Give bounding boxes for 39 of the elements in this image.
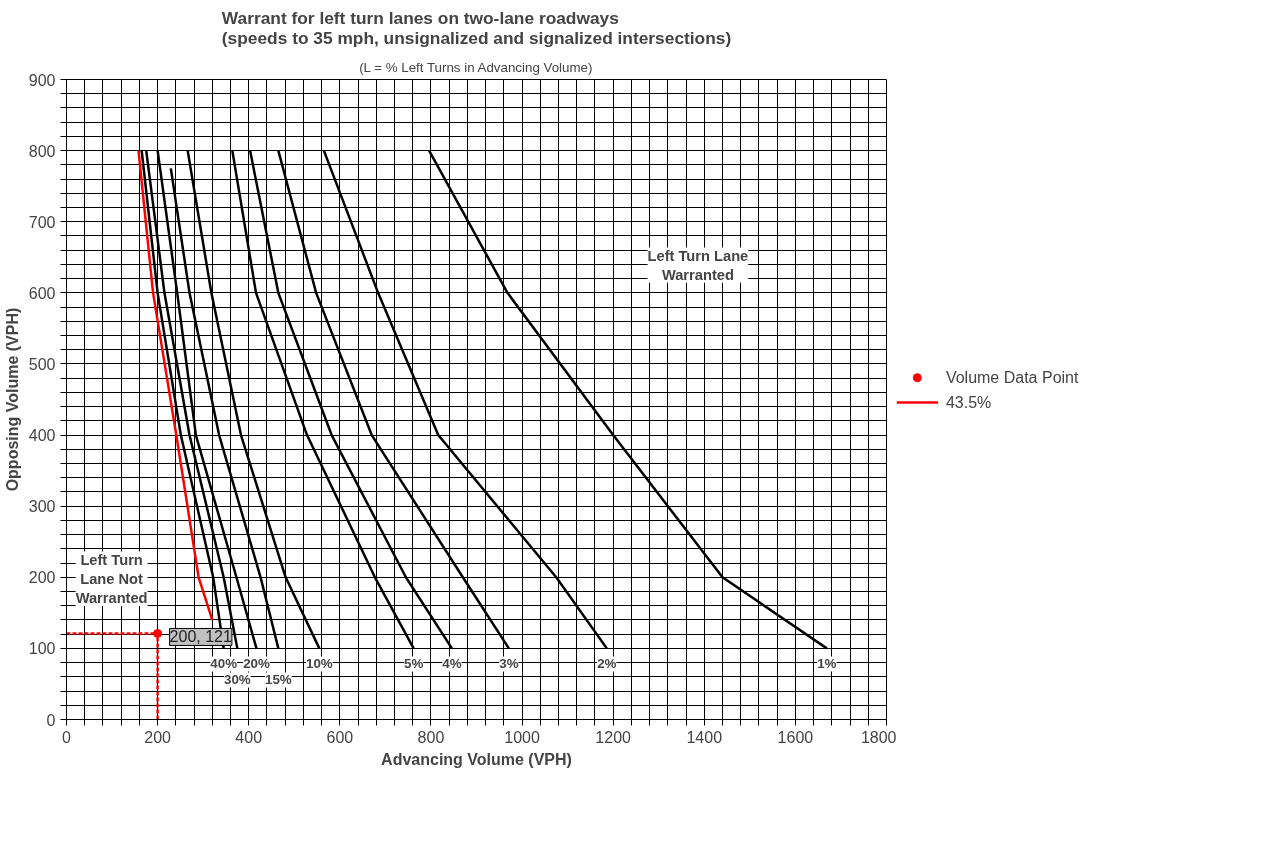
x-tick-label: 1200	[595, 728, 632, 746]
series-label: 1%	[817, 656, 837, 672]
series-label: 20%	[243, 656, 270, 672]
annotation: Left Turn Lane Not Warranted	[75, 551, 148, 606]
y-tick-label: 0	[46, 711, 56, 729]
x-tick-label: 800	[417, 728, 445, 746]
series-label: 2%	[597, 656, 617, 672]
legend-label: Volume Data Point	[945, 369, 1079, 387]
legend-label: 43.5%	[945, 394, 992, 412]
chart-subtitle: (L = % Left Turns in Advancing Volume)	[359, 59, 593, 75]
x-axis-title: Advancing Volume (VPH)	[381, 750, 572, 768]
y-tick-label: 700	[28, 213, 56, 231]
y-tick-label: 600	[28, 284, 56, 302]
y-tick-label: 400	[28, 427, 56, 445]
text: 30%	[224, 672, 251, 688]
x-tick-label: 600	[326, 728, 354, 746]
y-tick-label: 800	[28, 142, 56, 160]
chart-title: Warrant for left turn lanes on two-lane roadways (speeds to 35 mph, unsignalized and signalized intersections)	[221, 7, 732, 48]
annotation: Left Turn Lane Warranted	[647, 247, 749, 283]
series-label: 3%	[499, 656, 519, 672]
x-tick-label: 0	[62, 728, 72, 746]
text: 15%	[265, 672, 292, 688]
y-tick-label: 100	[28, 640, 56, 658]
x-tick-label: 1400	[686, 728, 723, 746]
y-tick-label: 200	[28, 569, 56, 587]
x-tick-label: 1000	[504, 728, 540, 746]
y-tick-label: 500	[28, 355, 56, 373]
x-tick-label: 200	[144, 728, 172, 746]
y-tick-label: 900	[28, 71, 56, 89]
y-axis-title: Opposing Volume (VPH)	[3, 307, 21, 492]
series-label: 4%	[442, 656, 462, 672]
y-tick-label: 300	[28, 498, 56, 516]
annotation: 200, 121	[169, 628, 232, 646]
series-label: 10%	[306, 656, 333, 672]
series-label: 40%	[210, 656, 238, 672]
x-tick-label: 1800	[860, 728, 897, 746]
series-label: 5%	[404, 656, 424, 672]
x-tick-label: 400	[235, 728, 263, 746]
x-tick-label: 1600	[777, 728, 814, 746]
